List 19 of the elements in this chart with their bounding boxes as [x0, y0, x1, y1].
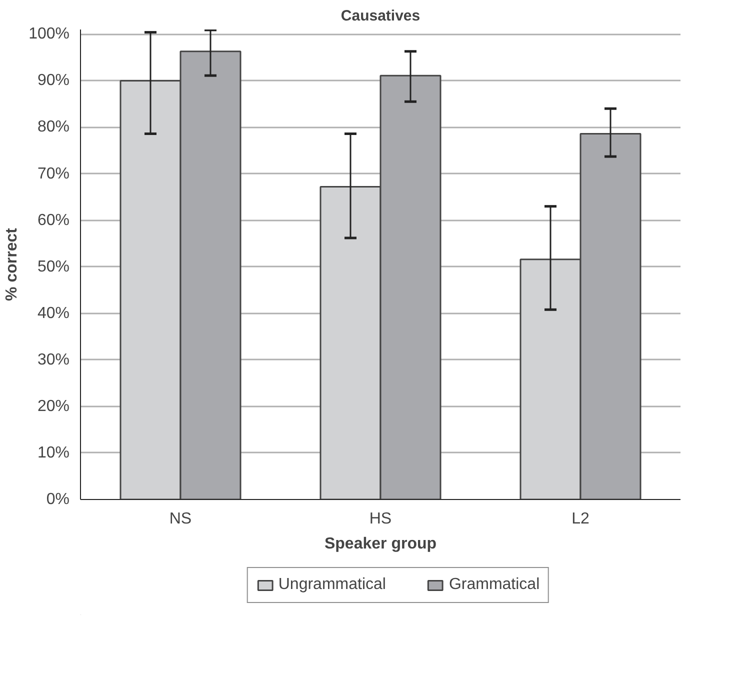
y-tick-label: 40% [37, 304, 70, 322]
x-tick-label: NS [169, 510, 192, 528]
y-tick-label: 80% [37, 118, 70, 136]
y-tick-label: 90% [37, 72, 70, 90]
y-tick-label: 60% [37, 212, 70, 229]
y-tick-label: 100% [28, 26, 70, 43]
y-tick-label: 0% [46, 491, 70, 508]
y-axis-title: % correct [4, 227, 21, 301]
chart-title: Causatives [340, 8, 420, 24]
y-tick-label: 10% [37, 444, 70, 462]
legend-label: Ungrammatical [278, 576, 386, 594]
legend-label: Grammatical [448, 576, 540, 594]
x-tick-label: L2 [572, 510, 590, 528]
y-tick-label: 50% [37, 258, 70, 276]
y-tick-label: 30% [37, 351, 70, 368]
y-tick-label: 20% [37, 398, 70, 415]
x-tick-label: HS [369, 510, 392, 528]
x-axis-title: Speaker group [324, 536, 437, 552]
y-tick-label: 70% [37, 165, 70, 182]
